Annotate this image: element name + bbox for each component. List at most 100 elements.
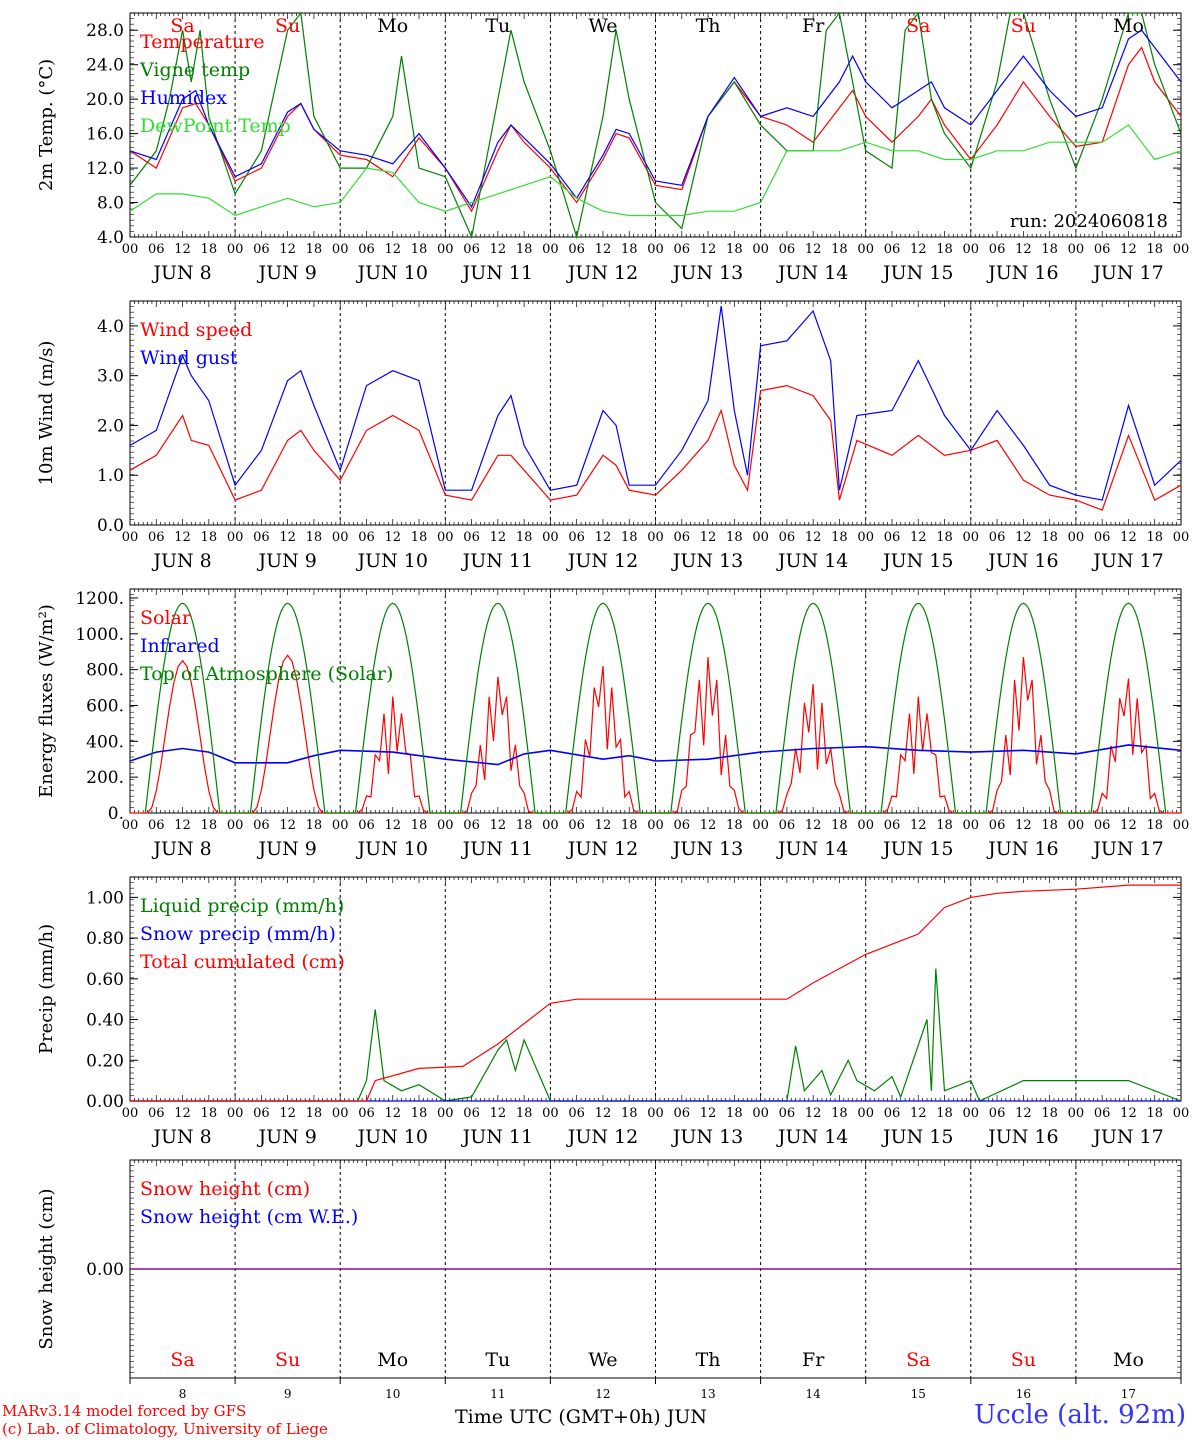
date-label: JUN 13 [671,1126,743,1148]
day-name-bottom: Tu [485,1349,510,1371]
hour-tick-label: 12 [805,242,822,257]
hour-tick-label: 12 [174,530,191,545]
hour-tick-label: 12 [490,530,507,545]
day-name-top: Su [275,15,300,37]
hour-tick-label: 18 [201,1106,218,1121]
hour-tick-label: 00 [963,530,980,545]
day-number: 14 [806,1387,822,1401]
hour-tick-label: 18 [831,1106,848,1121]
y-tick-label: 600. [86,696,124,716]
hour-tick-label: 18 [1041,818,1058,833]
hour-tick-label: 12 [384,530,401,545]
day-name-bottom: Su [1011,1349,1036,1371]
hour-tick-label: 12 [279,1106,296,1121]
hour-tick-label: 06 [674,818,691,833]
hour-tick-label: 12 [1120,530,1137,545]
hour-tick-label: 12 [1015,1106,1032,1121]
hour-tick-label: 18 [936,242,953,257]
hour-tick-label: 00 [437,530,454,545]
day-name-top: Tu [485,15,510,37]
date-label: JUN 10 [356,1126,428,1148]
series-line [130,968,1182,1102]
hour-tick-label: 06 [989,530,1006,545]
hour-tick-label: 18 [306,530,323,545]
series-line [129,46,1182,213]
day-name-bottom: We [588,1349,617,1371]
date-label: JUN 11 [461,262,533,284]
day-name-top: Th [696,15,721,37]
hour-tick-label: 06 [779,530,796,545]
hour-tick-label: 00 [542,818,559,833]
date-label: JUN 9 [256,550,316,572]
date-label: JUN 17 [1091,550,1163,572]
hour-tick-label: 18 [936,1106,953,1121]
hour-tick-label: 06 [148,1106,165,1121]
date-label: JUN 12 [566,838,638,860]
hour-tick-label: 12 [595,530,612,545]
legend-entry: DewPoint Temp [140,115,291,137]
hour-tick-label: 12 [384,818,401,833]
hour-tick-label: 00 [332,1106,349,1121]
hour-tick-label: 00 [122,242,139,257]
hour-tick-label: 06 [674,1106,691,1121]
day-number: 8 [179,1387,187,1401]
series-line [130,884,1181,1102]
hour-tick-label: 18 [621,530,638,545]
hour-tick-label: 18 [1146,530,1163,545]
legend-entry: Snow height (cm) [140,1178,310,1200]
hour-tick-label: 00 [227,242,244,257]
day-name-top: Fr [802,15,825,37]
hour-tick-label: 12 [384,1106,401,1121]
y-tick-label: 3.0 [97,367,124,387]
day-name-bottom: Th [696,1349,721,1371]
date-label: JUN 15 [881,838,953,860]
legend-entry: Snow height (cm W.E.) [140,1206,358,1228]
hour-tick-label: 12 [700,818,717,833]
y-tick-label: 400. [86,732,124,752]
date-label: JUN 16 [986,838,1058,860]
legend-entry: Wind gust [140,347,238,369]
hour-tick-label: 12 [1015,818,1032,833]
hour-tick-label: 06 [463,530,480,545]
hour-tick-label: 00 [752,242,769,257]
y-tick-label: 1.00 [86,888,124,908]
hour-tick-label: 00 [647,818,664,833]
legend-entry: Infrared [140,635,220,657]
y-tick-label: 0. [108,804,124,824]
hour-tick-label: 06 [463,1106,480,1121]
legend-entry: Top of Atmosphere (Solar) [140,663,393,685]
day-name-top: We [588,15,617,37]
hour-tick-label: 06 [989,1106,1006,1121]
hour-tick-label: 12 [910,242,927,257]
hour-tick-label: 18 [1041,1106,1058,1121]
panel-frame [129,588,1182,814]
day-name-bottom: Sa [906,1349,930,1371]
date-label: JUN 9 [256,838,316,860]
date-label: JUN 12 [566,1126,638,1148]
date-label: JUN 9 [256,262,316,284]
hour-tick-label: 18 [411,242,428,257]
hour-tick-label: 06 [884,530,901,545]
hour-tick-label: 12 [174,1106,191,1121]
hour-tick-label: 12 [805,818,822,833]
y-tick-label: 1200. [75,589,124,609]
date-label: JUN 16 [986,1126,1058,1148]
hour-tick-label: 18 [831,818,848,833]
hour-tick-label: 00 [647,1106,664,1121]
hour-tick-label: 06 [148,530,165,545]
hour-tick-label: 18 [726,1106,743,1121]
hour-tick-label: 00 [752,818,769,833]
hour-tick-label: 00 [542,242,559,257]
date-label: JUN 10 [356,550,428,572]
y-tick-label: 0.00 [86,1092,124,1112]
hour-tick-label: 06 [253,1106,270,1121]
hour-tick-label: 12 [490,1106,507,1121]
hour-tick-label: 00 [227,1106,244,1121]
y-tick-label: 12.0 [86,159,124,179]
y-tick-label: 1.0 [97,466,124,486]
station-name: Uccle (alt. 92m) [974,1400,1186,1430]
day-name-bottom: Su [275,1349,300,1371]
legend-entry: Total cumulated (cm) [140,951,345,973]
hour-tick-label: 06 [674,242,691,257]
